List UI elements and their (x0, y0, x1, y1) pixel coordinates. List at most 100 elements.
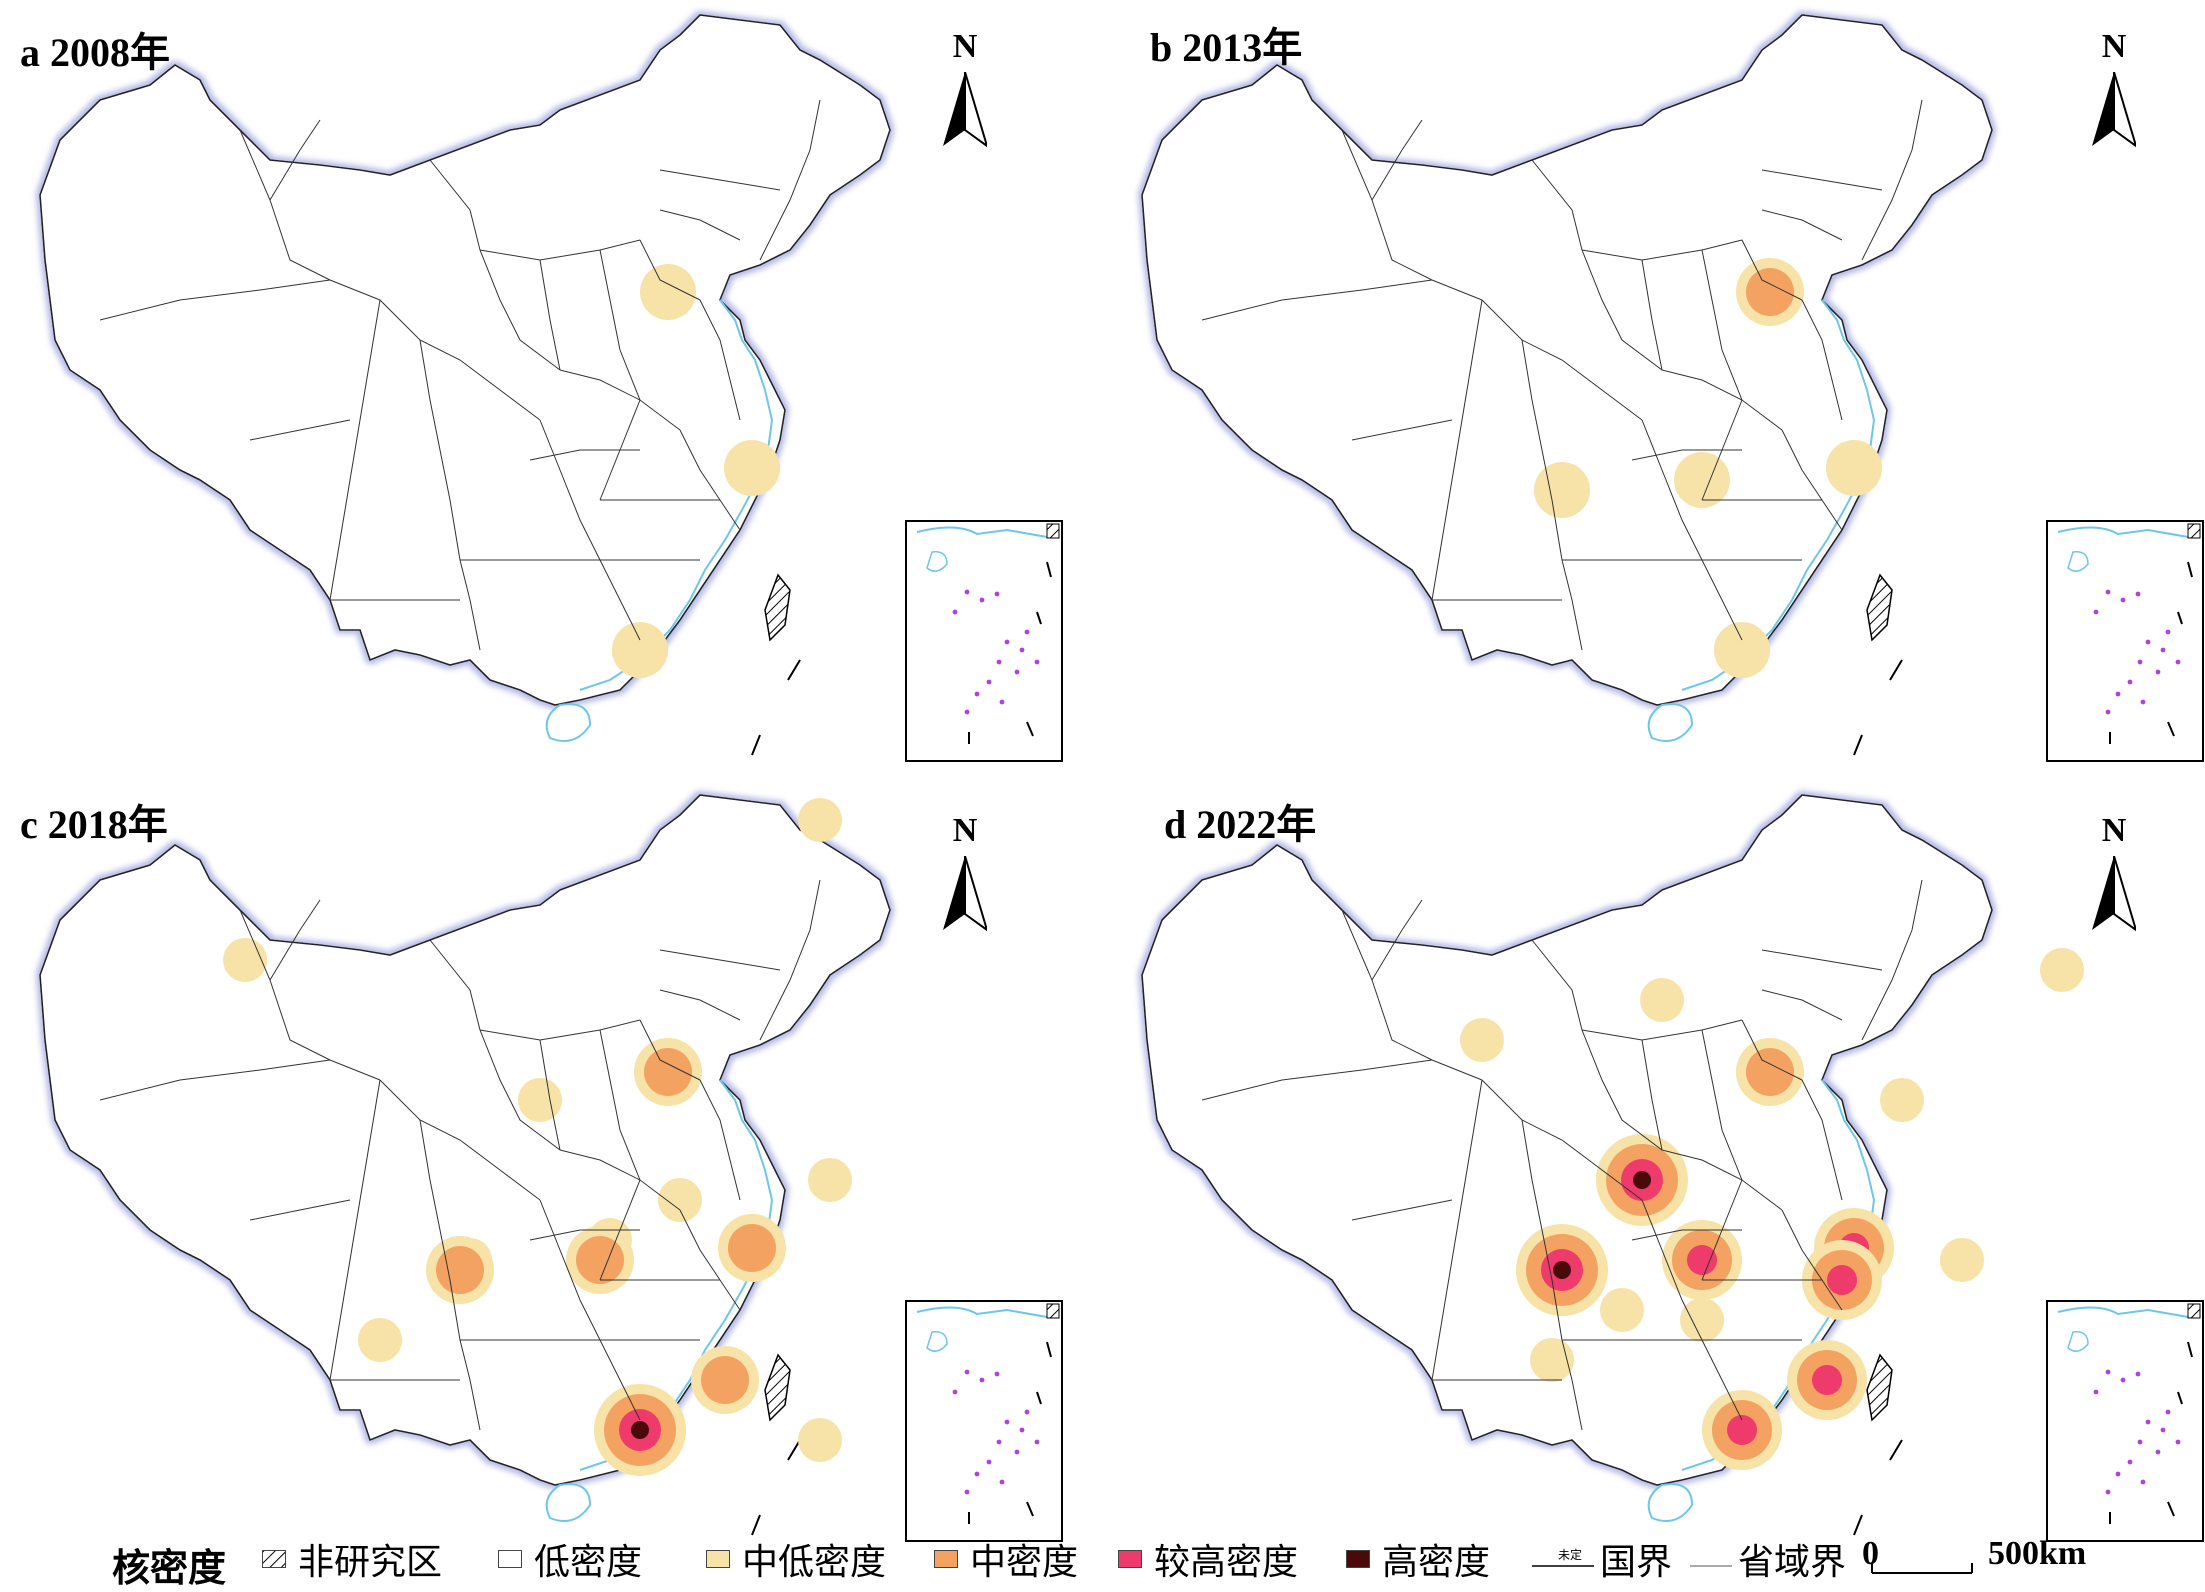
province-boundary (529, 449, 640, 461)
nine-dash-segment (1036, 611, 1042, 625)
mid-low-density-patch (2040, 948, 2084, 992)
hainan-island (1647, 1483, 1694, 1522)
scale-max: 500km (1988, 1535, 2087, 1572)
high-mid-density-spot (1687, 1245, 1717, 1275)
nine-dash-segment (2167, 1501, 2175, 1517)
inset-taiwan (1046, 523, 1060, 539)
hainan-island (1647, 703, 1694, 742)
undetermined-border-mark: 未定 (1558, 1547, 1582, 1562)
island-dot (2145, 639, 2151, 645)
province-boundary (329, 1079, 381, 1381)
legend-label: 高密度 (1382, 1542, 1491, 1583)
legend-item-high-mid: 较高密度 (1118, 1539, 1298, 1583)
density-hotspots (223, 798, 852, 1476)
inset-coast (2057, 526, 2189, 538)
legend-label: 中密度 (970, 1542, 1079, 1583)
island-dot (2140, 1479, 2146, 1485)
nine-dash-segment (1046, 561, 1052, 578)
high-density-spot (631, 1421, 649, 1439)
provincial-borders (1201, 879, 1923, 1431)
island-dot (2140, 699, 2146, 705)
province-boundary (329, 299, 381, 601)
national-border-segment (1889, 1439, 1903, 1461)
province-boundary (1861, 879, 1923, 1041)
province-boundary (379, 1079, 541, 1201)
island-dot (2120, 1377, 2126, 1383)
mid-low-density-patch (358, 1318, 402, 1362)
mid-density-spot (644, 1048, 692, 1096)
province-boundary (1351, 419, 1453, 441)
province-boundary (1701, 249, 1743, 401)
panel-label: d 2022年 (1164, 802, 1317, 847)
nine-dash-segment (1036, 1391, 1042, 1405)
island-dot (986, 1459, 992, 1465)
legend-item-mid-low: 中低密度 (706, 1539, 886, 1583)
legend-title: 核密度 (112, 1545, 227, 1590)
province-boundary (679, 1209, 741, 1311)
province-boundary (179, 279, 331, 301)
south-china-sea-inset (2046, 1300, 2204, 1542)
island-dot (2160, 1427, 2166, 1433)
province-boundary (269, 929, 301, 981)
national-border-segment (1853, 734, 1863, 756)
north-letter: N (2101, 812, 2127, 849)
map-panel-2008: a 2008年 N (0, 0, 1102, 780)
high-mid-density-spot (1727, 1415, 1757, 1445)
island-dot (974, 1471, 980, 1477)
mid-low-density-patch (658, 1178, 702, 1222)
china-outline (1141, 14, 1993, 756)
mid-low-density-spot (1534, 462, 1590, 518)
north-arrow: N (2084, 28, 2144, 158)
province-boundary (1641, 259, 1663, 371)
province-boundary (1281, 279, 1433, 301)
province-boundary (1781, 1209, 1843, 1311)
province-boundary (559, 1149, 681, 1211)
province-boundary (1661, 1149, 1783, 1211)
inset-hainan (926, 551, 948, 572)
national-border-segment (1889, 659, 1903, 681)
island-dot (2137, 659, 2143, 665)
mid-low-density-spot (1826, 440, 1882, 496)
province-boundary (539, 1039, 561, 1151)
high-density-swatch (1346, 1550, 1370, 1568)
island-dot (2155, 1449, 2161, 1455)
island-dot (986, 679, 992, 685)
south-china-sea-map (916, 1303, 1060, 1524)
mid-low-density-spot (612, 622, 668, 678)
province-boundary (299, 119, 321, 151)
island-dot (952, 1389, 958, 1395)
island-dot (974, 691, 980, 697)
island-dot (952, 609, 958, 615)
mid-density-spot (436, 1246, 484, 1294)
china-outline (39, 14, 891, 756)
island-dot (1019, 647, 1025, 653)
scale-bar-line (1871, 1563, 1973, 1574)
north-arrow-icon (943, 856, 987, 932)
inset-taiwan (1046, 1303, 1060, 1319)
china-map-2013 (1141, 14, 1993, 756)
national-border-segment (1853, 1514, 1863, 1536)
mid-low-density-patch (1600, 1288, 1644, 1332)
province-boundary (1661, 369, 1783, 431)
province-boundary (1801, 299, 1843, 421)
province-boundary (1431, 1079, 1483, 1381)
mid-density-spot (1746, 1048, 1794, 1096)
nine-dash-segment (2187, 1341, 2193, 1358)
island-dot (2115, 1471, 2121, 1477)
taiwan-non-study (1866, 1353, 1893, 1422)
province-boundary (1631, 449, 1742, 461)
mid-low-density-patch (223, 938, 267, 982)
province-boundary (1641, 419, 1743, 641)
province-boundary (1641, 1199, 1743, 1421)
province-boundary (659, 209, 741, 241)
legend-item-low: 低密度 (498, 1539, 642, 1583)
province-boundary (1761, 949, 1883, 971)
island-dot (2137, 1439, 2143, 1445)
south-china-sea-inset (905, 520, 1063, 762)
island-dot (2105, 1489, 2111, 1495)
province-boundary (379, 299, 541, 421)
island-dot (994, 1371, 1000, 1377)
island-dot (964, 1369, 970, 1375)
island-dot (1014, 1449, 1020, 1455)
island-dot (2145, 1419, 2151, 1425)
